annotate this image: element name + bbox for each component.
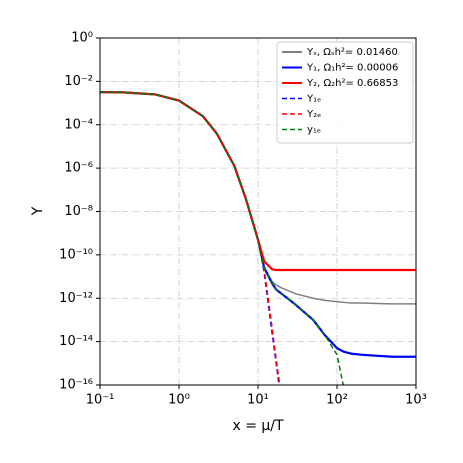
y-tick-label: 10⁻⁶ bbox=[64, 161, 93, 176]
x-tick-label: 10⁻¹ bbox=[86, 393, 115, 408]
x-tick-label: 10² bbox=[326, 393, 348, 408]
legend-label: Y₂, Ω₂h²= 0.66853 bbox=[306, 78, 398, 89]
y-axis-label: Y bbox=[30, 206, 46, 216]
x-tick-label: 10³ bbox=[405, 393, 427, 408]
legend-label: Y₁ₑ bbox=[306, 94, 321, 105]
y-tick-label: 10⁰ bbox=[71, 31, 93, 46]
series-line bbox=[100, 91, 281, 385]
legend-label: y₁ₑ bbox=[307, 125, 321, 136]
plot-lines bbox=[100, 91, 416, 385]
y-tick-label: 10⁻² bbox=[64, 74, 93, 89]
legend: Yₛ, Ωₛh²= 0.01460 Y₁, Ω₁h²= 0.00006 Y₂, Ω₂… bbox=[276, 41, 414, 144]
series-line bbox=[100, 91, 416, 272]
series-line bbox=[100, 91, 280, 385]
legend-label: Y₁, Ω₁h²= 0.00006 bbox=[306, 63, 398, 74]
y-tick-label: 10⁻¹⁶ bbox=[59, 378, 93, 393]
y-tick-label: 10⁻¹² bbox=[59, 291, 93, 306]
x-axis-label: x = μ/T bbox=[232, 418, 284, 434]
series-line bbox=[100, 91, 345, 385]
legend-label: Y₂ₑ bbox=[306, 109, 321, 120]
y-tick-label: 10⁻⁸ bbox=[64, 204, 93, 219]
x-tick-label: 10¹ bbox=[247, 393, 269, 408]
legend-box bbox=[276, 41, 414, 144]
ticks: 10⁻¹ 10⁰ 10¹ 10² 10³ 10⁻¹⁶ 10⁻¹⁴ 10⁻¹² 10⁻¹⁰ 10⁻⁸… bbox=[59, 31, 427, 408]
y-tick-label: 10⁻¹⁰ bbox=[59, 247, 93, 262]
y-tick-label: 10⁻⁴ bbox=[64, 117, 93, 132]
legend-label: Yₛ, Ωₛh²= 0.01460 bbox=[306, 47, 398, 58]
x-tick-label: 10⁰ bbox=[168, 393, 190, 408]
y-tick-label: 10⁻¹⁴ bbox=[59, 334, 93, 349]
